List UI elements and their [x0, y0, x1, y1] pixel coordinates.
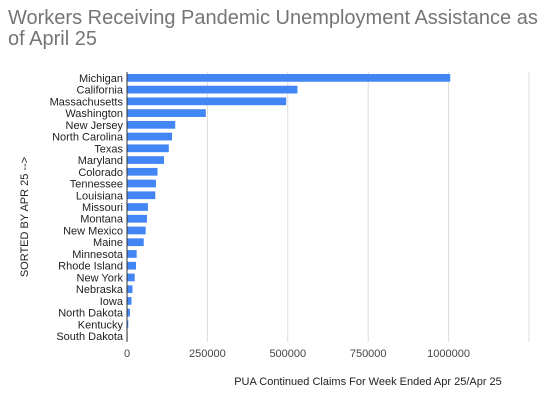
- bar: [127, 85, 298, 94]
- bar: [127, 179, 156, 188]
- category-label: New Mexico: [63, 225, 123, 237]
- category-label: Washington: [65, 108, 123, 120]
- bar: [127, 297, 132, 305]
- category-label: New Jersey: [66, 120, 124, 132]
- bar: [127, 144, 169, 153]
- bar: [127, 238, 144, 247]
- bar: [127, 285, 133, 294]
- category-label: Louisiana: [76, 190, 124, 202]
- category-label: Massachusetts: [50, 96, 124, 108]
- y-axis-title: SORTED BY APR 25 -->: [19, 157, 31, 277]
- category-label: Maryland: [78, 155, 123, 167]
- category-label: South Dakota: [56, 331, 124, 343]
- bars: [127, 73, 451, 341]
- x-tick-label: 0: [124, 348, 130, 360]
- category-label: Iowa: [100, 296, 124, 308]
- bar: [127, 97, 287, 106]
- bar: [127, 261, 137, 270]
- category-label: Rhode Island: [58, 261, 123, 273]
- bar: [127, 132, 173, 141]
- x-tick-label: 500000: [269, 348, 306, 360]
- category-label: Colorado: [78, 167, 123, 179]
- bar: [127, 156, 164, 164]
- category-label: California: [77, 85, 124, 97]
- bar: [127, 250, 137, 258]
- category-label: Missouri: [82, 202, 123, 214]
- gridlines: [206, 72, 530, 342]
- category-label: New York: [77, 272, 124, 284]
- category-label: Michigan: [79, 73, 123, 85]
- x-tick-labels: 0 250000 500000 750000 1000000: [124, 348, 470, 360]
- x-tick-label: 750000: [350, 348, 387, 360]
- category-labels: MichiganCaliforniaMassachusettsWashingto…: [50, 73, 124, 343]
- bar: [127, 308, 130, 317]
- bar: [127, 120, 176, 129]
- bar: [127, 273, 135, 282]
- category-label: Kentucky: [78, 319, 124, 331]
- x-tick-label: 250000: [189, 348, 226, 360]
- x-tick-label: 1000000: [427, 348, 470, 360]
- bar: [127, 167, 158, 176]
- category-label: Tennessee: [70, 179, 123, 191]
- bar: [127, 109, 206, 117]
- category-label: Texas: [94, 143, 123, 155]
- category-label: Maine: [93, 237, 123, 249]
- category-label: North Carolina: [52, 132, 124, 144]
- bar: [127, 191, 156, 200]
- bar: [127, 320, 129, 329]
- category-label: North Dakota: [58, 308, 124, 320]
- bar: [127, 226, 146, 235]
- chart-title: Workers Receiving Pandemic Unemployment …: [8, 7, 538, 50]
- category-label: Minnesota: [72, 249, 124, 261]
- x-axis-title: PUA Continued Claims For Week Ended Apr …: [234, 376, 502, 388]
- bar: [127, 73, 451, 82]
- bar: [127, 203, 148, 211]
- category-label: Nebraska: [76, 284, 124, 296]
- category-label: Montana: [80, 214, 124, 226]
- bar: [127, 214, 147, 223]
